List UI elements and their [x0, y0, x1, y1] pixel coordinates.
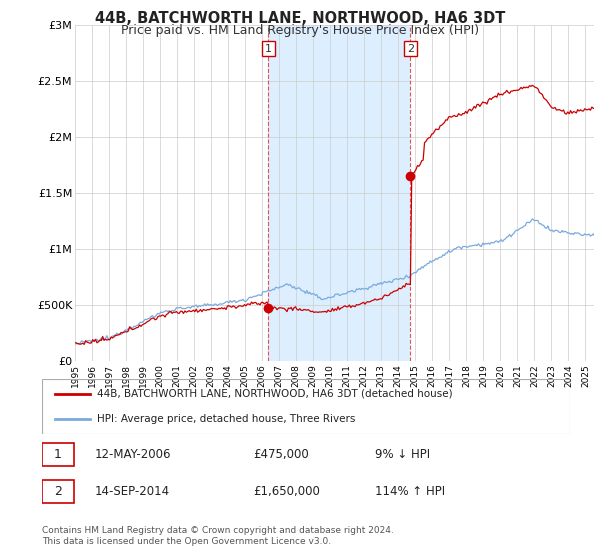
Text: 44B, BATCHWORTH LANE, NORTHWOOD, HA6 3DT: 44B, BATCHWORTH LANE, NORTHWOOD, HA6 3DT — [95, 11, 505, 26]
Text: 12-MAY-2006: 12-MAY-2006 — [95, 448, 172, 461]
Text: 14-SEP-2014: 14-SEP-2014 — [95, 485, 170, 498]
Bar — [268, 25, 410, 361]
Text: Contains HM Land Registry data © Crown copyright and database right 2024.
This d: Contains HM Land Registry data © Crown c… — [42, 526, 394, 546]
Text: £475,000: £475,000 — [253, 448, 309, 461]
Text: 9% ↓ HPI: 9% ↓ HPI — [374, 448, 430, 461]
Text: 44B, BATCHWORTH LANE, NORTHWOOD, HA6 3DT (detached house): 44B, BATCHWORTH LANE, NORTHWOOD, HA6 3DT… — [97, 389, 453, 399]
Text: 1: 1 — [265, 44, 272, 54]
Text: 1: 1 — [54, 448, 62, 461]
Bar — [42, 443, 74, 466]
Text: £1,650,000: £1,650,000 — [253, 485, 320, 498]
Text: 114% ↑ HPI: 114% ↑ HPI — [374, 485, 445, 498]
Text: 2: 2 — [54, 485, 62, 498]
Text: HPI: Average price, detached house, Three Rivers: HPI: Average price, detached house, Thre… — [97, 414, 356, 424]
Text: 2: 2 — [407, 44, 414, 54]
Bar — [42, 480, 74, 503]
Text: Price paid vs. HM Land Registry's House Price Index (HPI): Price paid vs. HM Land Registry's House … — [121, 24, 479, 36]
